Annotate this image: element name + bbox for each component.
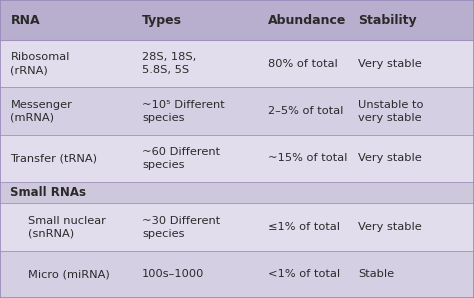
Text: ~30 Different
species: ~30 Different species: [142, 216, 220, 238]
Text: Messenger
(mRNA): Messenger (mRNA): [10, 100, 73, 122]
Text: Very stable: Very stable: [358, 222, 421, 232]
Text: Stability: Stability: [358, 14, 417, 27]
Text: Stable: Stable: [358, 269, 394, 279]
Text: ≤1% of total: ≤1% of total: [268, 222, 340, 232]
Text: ~15% of total: ~15% of total: [268, 153, 347, 163]
Text: Unstable to
very stable: Unstable to very stable: [358, 100, 423, 122]
Text: <1% of total: <1% of total: [268, 269, 340, 279]
Text: ~60 Different
species: ~60 Different species: [142, 147, 220, 170]
Text: Types: Types: [142, 14, 182, 27]
Text: Small nuclear
(snRNA): Small nuclear (snRNA): [28, 216, 106, 238]
Text: Small RNAs: Small RNAs: [10, 186, 86, 199]
Text: Very stable: Very stable: [358, 59, 421, 69]
Text: ~10⁵ Different
species: ~10⁵ Different species: [142, 100, 225, 122]
Bar: [0, 88, 474, 135]
Bar: [0, 135, 474, 182]
Text: Ribosomal
(rRNA): Ribosomal (rRNA): [10, 52, 70, 75]
Text: 28S, 18S,
5.8S, 5S: 28S, 18S, 5.8S, 5S: [142, 52, 196, 75]
Bar: [0, 182, 474, 204]
Text: Abundance: Abundance: [268, 14, 346, 27]
Text: 100s–1000: 100s–1000: [142, 269, 205, 279]
Bar: [0, 204, 474, 251]
Text: Transfer (tRNA): Transfer (tRNA): [10, 153, 98, 163]
Bar: [0, 251, 474, 298]
Text: 2–5% of total: 2–5% of total: [268, 106, 343, 116]
Bar: [0, 40, 474, 88]
Text: Very stable: Very stable: [358, 153, 421, 163]
Text: RNA: RNA: [10, 14, 40, 27]
Text: Micro (miRNA): Micro (miRNA): [28, 269, 110, 279]
Text: 80% of total: 80% of total: [268, 59, 337, 69]
Bar: [0, 0, 474, 40]
